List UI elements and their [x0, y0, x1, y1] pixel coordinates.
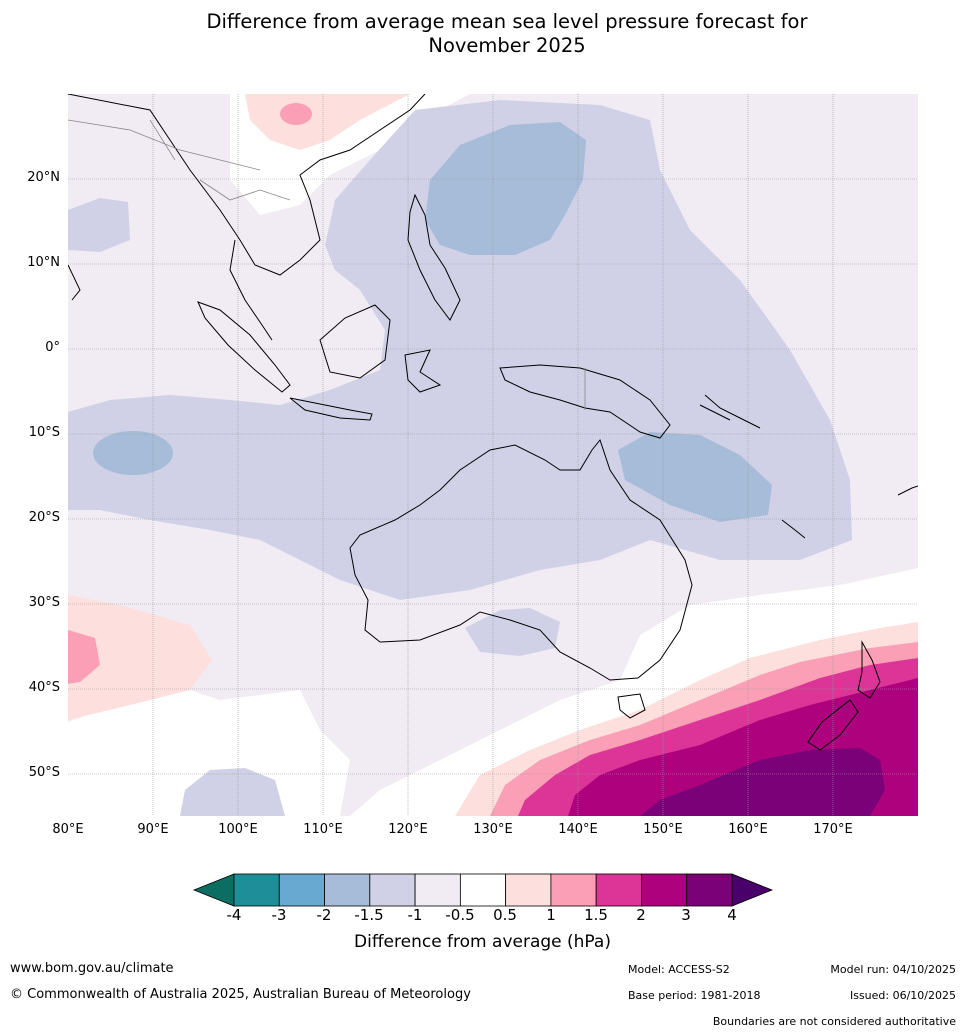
colorbar-swatch [459, 873, 507, 907]
lat-label-10s: 10°S [28, 425, 60, 440]
positive-anomaly-north-core [280, 103, 312, 125]
lat-label-30s: 30°S [28, 595, 60, 610]
mainland-asia-coastline [68, 94, 426, 276]
anomaly-band-minus1-southwest [180, 768, 285, 816]
new-caledonia-coastline [781, 519, 806, 539]
colorbar-tick-label: 2 [636, 906, 646, 924]
colorbar-swatch [369, 873, 416, 907]
new-zealand-south-coastline [807, 699, 859, 751]
java-coastline [289, 397, 373, 421]
lon-label-150e: 150°E [643, 822, 683, 837]
lat-label-20n: 20°N [27, 170, 60, 185]
lat-label-0: 0° [45, 340, 60, 355]
colorbar-tick-label: -4 [226, 906, 242, 924]
lon-label-140e: 140°E [558, 822, 598, 837]
new-guinea-coastline [499, 364, 671, 439]
colorbar-tick-label: -0.5 [445, 906, 475, 924]
title-line-1: Difference from average mean sea level p… [206, 10, 808, 33]
lon-label-130e: 130°E [473, 822, 513, 837]
colorbar-tick-label: 4 [727, 906, 737, 924]
anomaly-band-minus1-south [465, 608, 560, 656]
forecast-map [68, 94, 918, 816]
lat-label-20s: 20°S [28, 510, 60, 525]
positive-anomaly-southwest-core [68, 630, 100, 684]
colorbar-title: Difference from average (hPa) [354, 932, 611, 952]
colorbar-tick-label: -2 [316, 906, 332, 924]
coastlines [68, 94, 918, 751]
sulawesi-coastline [404, 349, 442, 393]
colorbar-swatch [686, 873, 733, 907]
colorbar-swatch [414, 873, 461, 907]
colorbar-swatch [595, 873, 642, 907]
malay-peninsula-coastline [229, 239, 273, 341]
colorbar-swatch [324, 873, 371, 907]
colorbar-tick-label: 3 [681, 906, 691, 924]
source-link[interactable]: www.bom.gov.au/climate [10, 961, 174, 976]
sumatra-coastline [197, 301, 291, 393]
lat-label-10n: 10°N [27, 255, 60, 270]
gridlines [68, 94, 918, 816]
anomaly-band-minus1p5-east [618, 432, 772, 522]
copyright-text: © Commonwealth of Australia 2025, Austra… [10, 987, 471, 1002]
anomaly-band-minus1p5-west [93, 431, 173, 475]
lat-label-40s: 40°S [28, 680, 60, 695]
solomon-islands-coastline [699, 394, 761, 429]
title-line-2: November 2025 [428, 34, 586, 57]
colorbar-extend-high [731, 873, 774, 907]
neutral-region-southwest [68, 690, 350, 816]
colorbar-extend-low [192, 873, 235, 907]
issued-date: Issued: 06/10/2025 [849, 989, 956, 1002]
lon-label-80e: 80°E [52, 822, 84, 837]
model-name: Model: ACCESS-S2 [628, 963, 730, 976]
base-period: Base period: 1981-2018 [628, 989, 761, 1002]
country-borders [68, 119, 586, 410]
borneo-coastline [319, 304, 391, 379]
fiji-coastline [897, 485, 918, 496]
tasmania-coastline [617, 693, 646, 719]
colorbar-tick-label: 1.5 [584, 906, 608, 924]
model-run-date: Model run: 04/10/2025 [830, 963, 956, 976]
anomaly-band-minus1-west [68, 198, 130, 252]
colorbar-swatch [505, 873, 552, 907]
lon-label-110e: 110°E [303, 822, 343, 837]
colorbar-swatch [641, 873, 688, 907]
pressure-anomaly-field [68, 94, 918, 816]
lat-label-50s: 50°S [28, 765, 60, 780]
colorbar-swatch [550, 873, 597, 907]
colorbar-swatch [233, 873, 280, 907]
lon-label-90e: 90°E [137, 822, 169, 837]
colorbar [192, 873, 774, 907]
boundary-disclaimer: Boundaries are not considered authoritat… [712, 1015, 956, 1028]
lon-label-120e: 120°E [388, 822, 428, 837]
anomaly-band-minus1p5-north [425, 122, 586, 255]
lon-label-160e: 160°E [728, 822, 768, 837]
chart-title: Difference from average mean sea level p… [0, 10, 965, 58]
colorbar-tick-label: -1.5 [354, 906, 384, 924]
colorbar-tick-label: -3 [271, 906, 287, 924]
colorbar-tick-label: 1 [546, 906, 556, 924]
positive-anomaly-southeast-3 [640, 748, 885, 816]
colorbar-swatch [278, 873, 325, 907]
philippines-coastline [407, 193, 461, 321]
india-coastline [68, 264, 81, 301]
lon-label-100e: 100°E [218, 822, 258, 837]
lon-label-170e: 170°E [813, 822, 853, 837]
new-zealand-north-coastline [857, 640, 881, 699]
colorbar-tick-label: 0.5 [493, 906, 517, 924]
australia-coastline [349, 438, 693, 681]
colorbar-tick-label: -1 [407, 906, 423, 924]
